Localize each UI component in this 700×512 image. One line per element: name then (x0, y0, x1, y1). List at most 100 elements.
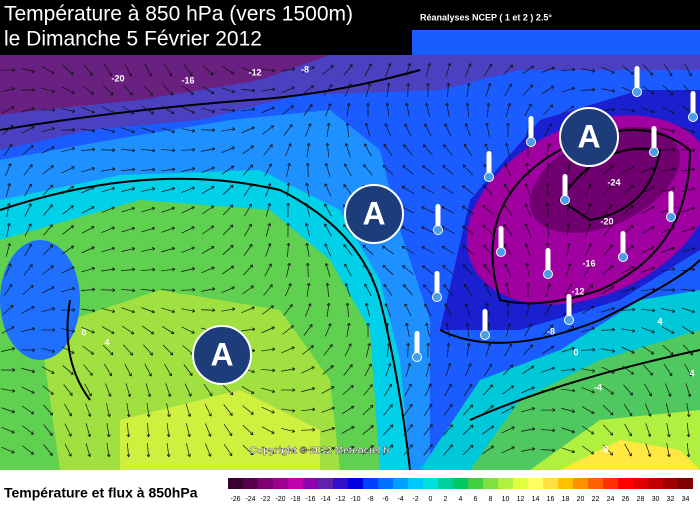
flow-arrow (566, 222, 571, 237)
flow-arrow (540, 408, 556, 412)
flow-arrow (384, 303, 391, 317)
scale-label: -12 (335, 496, 345, 503)
thermometer-bulb (432, 292, 442, 302)
flow-arrow (305, 242, 310, 257)
copyright: Copyright © 2012 Meteociel.fr (250, 446, 391, 457)
flow-arrow (84, 383, 92, 397)
flow-arrow (162, 344, 174, 356)
flow-arrow (265, 203, 272, 217)
flow-arrow (286, 262, 291, 277)
flow-arrow (421, 206, 435, 214)
flow-arrow (222, 244, 234, 255)
flow-arrow (261, 406, 275, 414)
flow-arrow (445, 363, 452, 377)
flow-arrow (282, 325, 294, 335)
contour-label: -12 (571, 286, 584, 296)
flow-arrow (623, 403, 633, 417)
flow-arrow (526, 282, 530, 297)
scale-label: 0 (429, 496, 433, 503)
flow-arrow (161, 226, 175, 233)
flow-arrow (85, 423, 92, 437)
flow-arrow (621, 266, 635, 274)
flow-arrow (465, 322, 470, 338)
flow-arrow (142, 105, 155, 115)
scale-label: 16 (547, 496, 555, 503)
scale-swatch (423, 478, 438, 489)
flow-arrow (42, 265, 54, 275)
flow-arrow (223, 444, 233, 457)
flow-arrow (165, 383, 172, 397)
flow-arrow (661, 186, 675, 193)
flow-arrow (201, 107, 215, 114)
flow-arrow (544, 123, 552, 137)
flow-arrow (603, 204, 613, 216)
scale-label: 24 (607, 496, 615, 503)
flow-arrow (306, 282, 311, 297)
flow-arrow (101, 186, 115, 193)
thermometer (620, 231, 626, 255)
flow-arrow (161, 206, 175, 213)
flow-arrow (421, 246, 435, 254)
scale-label: 4 (459, 496, 463, 503)
scale-swatch (438, 478, 453, 489)
thermometer-bulb (496, 247, 506, 257)
flow-arrow (43, 404, 54, 416)
flow-arrow (22, 445, 34, 455)
flow-arrow (485, 122, 490, 137)
flow-arrow (62, 205, 74, 215)
flow-arrow (321, 386, 335, 394)
flow-arrow (580, 347, 596, 352)
flow-arrow (405, 363, 412, 377)
flow-arrow (303, 104, 313, 116)
flow-arrow (201, 266, 215, 274)
flow-arrow (301, 366, 315, 374)
flow-arrow (343, 364, 353, 376)
flow-arrow (324, 323, 332, 337)
flow-arrow (103, 363, 113, 377)
scale-label: 2 (444, 496, 448, 503)
flow-arrow (666, 423, 671, 438)
flow-arrow (386, 342, 391, 357)
flow-arrow (221, 307, 236, 312)
flow-arrow (222, 165, 235, 175)
flow-arrow (121, 206, 135, 213)
flow-arrow (223, 424, 233, 437)
scale-label: 12 (517, 496, 525, 503)
flow-arrow (43, 444, 53, 456)
flow-arrow (182, 85, 194, 95)
flow-arrow (42, 184, 54, 196)
flow-arrow (22, 425, 34, 435)
flow-arrow (545, 282, 551, 297)
flow-arrow (503, 183, 513, 197)
flow-arrow (641, 166, 655, 173)
flow-arrow (242, 285, 254, 295)
flow-arrow (565, 263, 572, 277)
flow-arrow (202, 225, 215, 235)
flow-arrow (222, 384, 234, 396)
flow-arrow (21, 405, 35, 415)
flow-arrow (106, 403, 111, 418)
flow-arrow (506, 122, 510, 138)
flow-arrow (601, 66, 615, 74)
flow-arrow (486, 102, 491, 118)
flow-arrow (61, 346, 75, 354)
flow-arrow (41, 286, 55, 294)
thermometer (434, 271, 440, 295)
flow-arrow (566, 242, 571, 257)
flow-arrow (284, 283, 292, 297)
flow-arrow (423, 144, 433, 156)
flow-arrow (302, 85, 314, 95)
flow-arrow (261, 446, 275, 454)
flow-arrow (1, 426, 15, 434)
flow-arrow (124, 363, 132, 377)
map-background (0, 0, 700, 470)
flow-arrow (686, 403, 691, 418)
flow-arrow (444, 123, 452, 137)
title: Température à 850 hPa (vers 1500m) (4, 3, 353, 26)
flow-arrow (303, 324, 313, 336)
flow-arrow (105, 383, 112, 397)
flow-arrow (62, 245, 75, 255)
flow-arrow (343, 64, 353, 76)
flow-arrow (341, 426, 355, 434)
thermometer (528, 116, 534, 140)
